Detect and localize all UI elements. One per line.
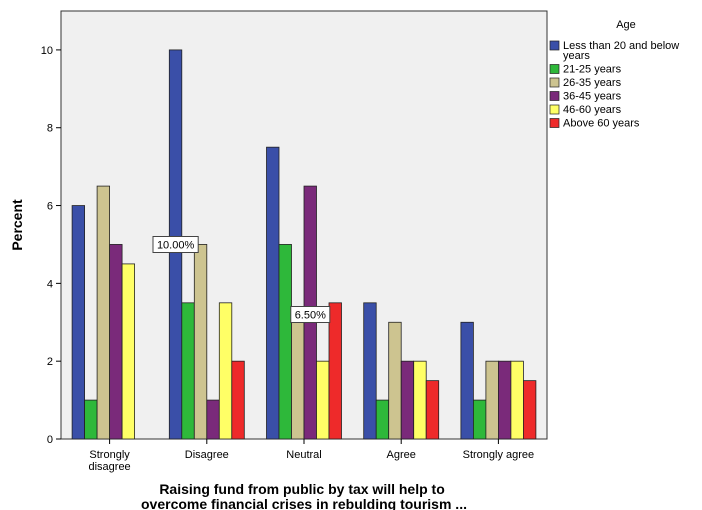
bar-series-5-cat-4 [523,380,537,440]
y-tick-label: 0 [47,434,53,446]
bar-series-2-cat-3 [388,321,402,440]
x-tick-label: Strongly [89,449,130,461]
bar-series-4-cat-1 [218,302,233,440]
bar-series-2-cat-0 [96,185,110,440]
bar-series-4-cat-4 [510,360,524,440]
annotation-box [290,306,331,323]
x-tick-label: Neutral [286,449,321,461]
legend-swatch-3 [549,91,560,101]
y-axis: 0 2 4 6 8 10 [41,45,61,446]
legend-label-2: 26-35 years [563,77,622,89]
legend-label-5: Above 60 years [563,118,640,130]
bar-series-0-cat-2 [266,146,280,440]
x-tick-label: disagree [88,461,130,473]
y-axis-title: Percent [9,199,25,251]
bar-series-2-cat-1 [193,244,208,440]
x-tick-label: Disagree [185,449,229,461]
legend-label-0: years [563,50,590,62]
bar-series-1-cat-3 [375,399,390,440]
annotation-label: 6.50% [295,310,326,322]
legend-title: Age [616,19,636,31]
legend-swatch-0 [549,40,560,51]
y-tick-label: 2 [47,356,53,368]
bar-series-1-cat-4 [472,399,487,440]
x-tick-label: Strongly agree [463,449,535,461]
bar-series-0-cat-4 [460,321,474,440]
y-tick-label: 8 [47,123,53,135]
legend-swatch-1 [549,64,560,74]
x-axis-title-line-2: overcome financial crises in rebulding t… [141,496,467,510]
bar-series-3-cat-1 [206,399,220,440]
legend-label-4: 46-60 years [563,104,622,116]
bar-series-4-cat-3 [413,360,427,440]
x-axis-title: Raising fund from public by tax will hel… [141,481,467,510]
bar-series-1-cat-1 [181,302,195,440]
bar-series-0-cat-0 [71,205,85,440]
bar-series-2-cat-4 [485,360,499,440]
bar-series-5-cat-1 [231,360,245,440]
bar-series-1-cat-2 [278,244,292,440]
bar-series-3-cat-4 [497,360,512,440]
bar-series-0-cat-3 [363,302,377,440]
bar-series-4-cat-2 [316,360,330,440]
bar-series-3-cat-0 [109,244,123,440]
annotation-box [152,236,199,253]
legend-label-0: Less than 20 and below [563,40,679,52]
y-tick-label: 4 [47,278,53,290]
bar-series-4-cat-0 [121,263,135,440]
bar-series-5-cat-2 [328,302,342,440]
x-tick-label: Agree [387,449,416,461]
bar-series-5-cat-3 [425,380,440,440]
annotations: 10.00% 6.50% [152,236,331,323]
bars-group [71,49,537,440]
y-tick-label: 10 [41,45,53,57]
legend-swatch-5 [549,118,560,128]
legend-swatch-2 [549,77,560,88]
legend-label-3: 36-45 years [563,91,622,103]
x-axis-title-line-1: Raising fund from public by tax will hel… [159,481,444,497]
bar-series-3-cat-3 [400,360,415,440]
legend-label-1: 21-25 years [563,64,622,76]
legend-swatch-4 [549,104,560,115]
bar-series-1-cat-0 [84,399,98,440]
annotation-label: 10.00% [157,240,195,252]
bar-series-2-cat-2 [291,321,305,440]
y-tick-label: 6 [47,201,53,213]
